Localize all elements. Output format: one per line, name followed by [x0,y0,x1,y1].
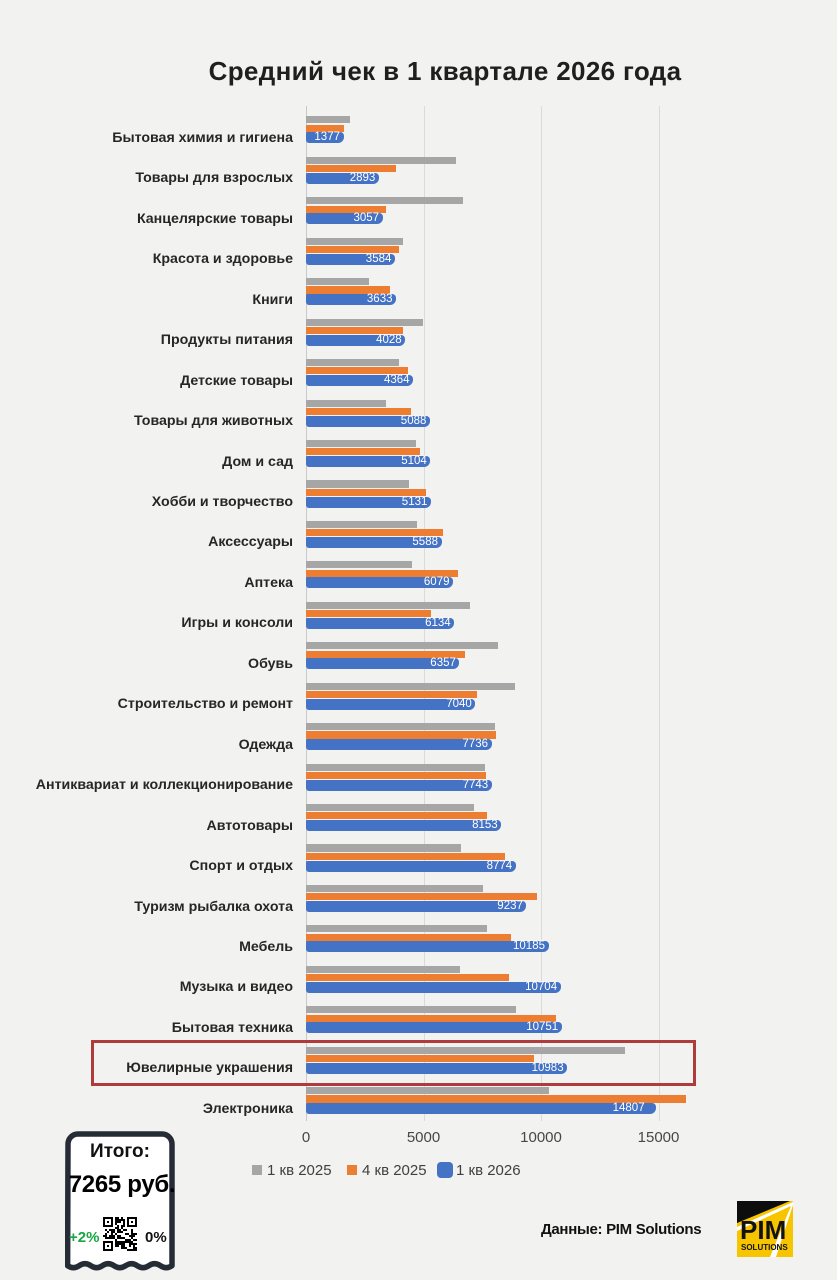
svg-text:PIM: PIM [740,1215,786,1245]
svg-text:SOLUTIONS: SOLUTIONS [741,1243,788,1252]
